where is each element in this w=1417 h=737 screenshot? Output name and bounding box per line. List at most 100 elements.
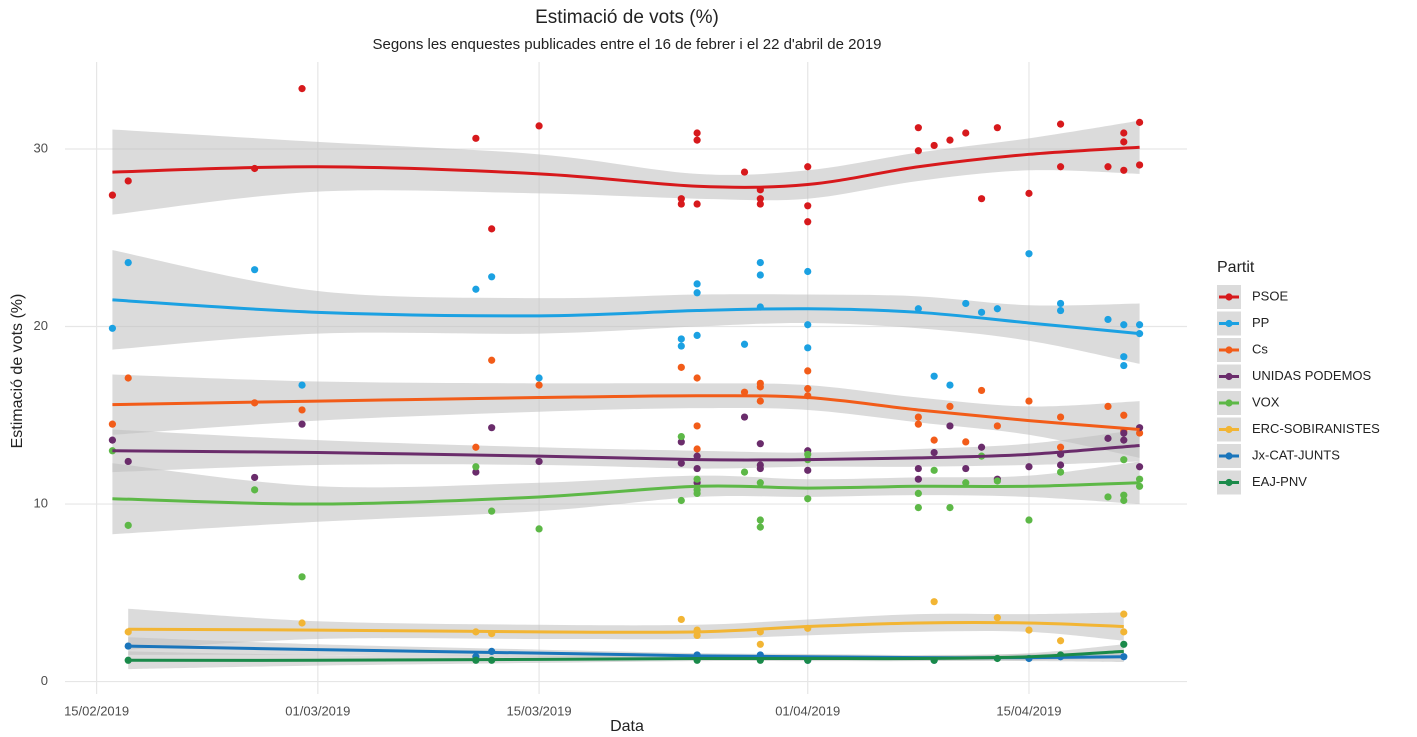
data-point — [488, 356, 496, 364]
data-point — [1120, 456, 1128, 464]
data-point — [756, 464, 764, 473]
data-point — [930, 466, 938, 474]
x-tick-label: 15/02/2019 — [64, 703, 129, 718]
data-point — [1056, 306, 1065, 315]
data-point — [756, 523, 764, 531]
data-point — [108, 436, 117, 444]
data-point — [946, 136, 954, 144]
data-point — [1120, 628, 1128, 636]
data-point — [914, 503, 922, 512]
x-tick-label: 15/04/2019 — [996, 703, 1061, 718]
data-point — [693, 374, 701, 382]
data-point — [1056, 637, 1065, 645]
data-point — [977, 443, 986, 451]
points — [108, 85, 1144, 664]
data-point — [298, 420, 306, 428]
data-point — [298, 573, 306, 581]
chart-title: Estimació de vots (%) — [535, 7, 719, 28]
data-point — [977, 386, 986, 395]
data-point — [677, 195, 685, 203]
legend-key-dot — [1225, 319, 1233, 328]
data-point — [930, 448, 938, 457]
x-tick-label: 01/03/2019 — [285, 703, 350, 718]
legend-title: Partit — [1217, 259, 1255, 276]
data-point — [914, 305, 922, 313]
data-point — [756, 383, 764, 391]
trend-line — [128, 649, 1124, 662]
y-axis-label: Estimació de vots (%) — [9, 294, 26, 449]
chart-subtitle: Segons les enquestes publicades entre el… — [372, 36, 881, 53]
data-point — [756, 271, 764, 279]
x-axis-label: Data — [610, 718, 644, 735]
trend-line — [128, 621, 1124, 634]
y-tick-label: 0 — [41, 673, 48, 688]
data-point — [962, 129, 970, 137]
data-point — [930, 141, 938, 150]
data-point — [914, 464, 922, 473]
data-point — [804, 267, 812, 276]
data-point — [804, 450, 812, 458]
data-point — [1120, 610, 1128, 618]
data-point — [693, 289, 701, 297]
data-point — [946, 422, 954, 430]
data-point — [756, 397, 764, 405]
data-point — [693, 452, 701, 460]
confidence-band — [128, 644, 1124, 670]
legend-label: PSOE — [1252, 288, 1288, 303]
data-point — [108, 191, 117, 199]
data-point — [1056, 413, 1065, 421]
data-point — [1120, 436, 1128, 444]
legend-key-dot — [1225, 425, 1233, 434]
y-tick-label: 10 — [34, 495, 48, 510]
data-point — [1025, 516, 1033, 524]
data-point — [804, 385, 812, 393]
data-point — [1120, 353, 1128, 361]
data-point — [124, 374, 132, 382]
legend-key-dot — [1225, 478, 1233, 487]
data-point — [977, 195, 986, 203]
data-point — [962, 438, 970, 446]
legend-key-dot — [1225, 399, 1233, 407]
legend-label: Cs — [1252, 341, 1268, 356]
data-point — [1025, 189, 1033, 197]
data-point — [1135, 429, 1144, 437]
data-point — [124, 521, 132, 529]
x-tick-label: 01/04/2019 — [775, 703, 840, 718]
data-point — [756, 200, 764, 208]
data-point — [535, 457, 543, 466]
data-point — [756, 479, 764, 487]
data-point — [914, 413, 922, 421]
data-point — [1120, 129, 1128, 137]
data-point — [1025, 250, 1033, 258]
data-point — [962, 479, 970, 487]
data-point — [1104, 163, 1112, 171]
data-point — [914, 489, 922, 497]
data-point — [472, 463, 480, 471]
trend-line — [112, 443, 1140, 462]
legend-key-dot — [1225, 452, 1233, 460]
legend-label: Jx-CAT-JUNTS — [1252, 447, 1340, 462]
data-point — [677, 363, 685, 371]
data-point — [740, 168, 749, 176]
data-point — [740, 388, 749, 396]
data-point — [677, 335, 685, 343]
confidence-band — [112, 374, 1140, 458]
trend-line — [112, 481, 1140, 506]
data-point — [804, 202, 812, 210]
legend-label: UNIDAS PODEMOS — [1252, 368, 1372, 383]
data-point — [472, 134, 480, 142]
data-point — [1056, 120, 1065, 128]
trend-lines — [112, 145, 1140, 662]
data-point — [1104, 315, 1112, 324]
data-point — [1056, 163, 1065, 171]
data-point — [108, 420, 117, 428]
data-point — [108, 324, 117, 332]
y-tick-label: 20 — [34, 318, 48, 333]
data-point — [977, 308, 986, 316]
data-point — [1025, 626, 1033, 634]
data-point — [930, 372, 938, 380]
data-point — [693, 631, 701, 640]
data-point — [914, 420, 922, 428]
data-point — [693, 422, 701, 430]
